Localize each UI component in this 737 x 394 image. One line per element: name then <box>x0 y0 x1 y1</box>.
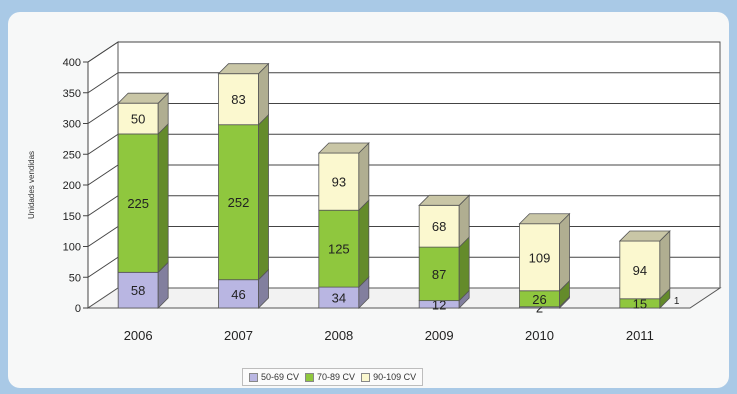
gridline-side <box>87 195 119 217</box>
gridline-side <box>87 256 119 278</box>
legend: 50-69 CV 70-89 CV 90-109 CV <box>242 368 424 386</box>
y-tick-label: 200 <box>63 180 81 192</box>
bar-side-2007-90-109 CV <box>258 62 269 126</box>
bar-side-2011-90-109 CV <box>659 229 671 300</box>
y-tick-label: 150 <box>63 211 81 223</box>
data-label-2010-90-109 CV: 109 <box>529 250 551 265</box>
bar-side-2008-70-89 CV <box>358 199 370 289</box>
data-label-2006-90-109 CV: 50 <box>131 112 145 127</box>
data-label-2010-50-69 CV: 2 <box>536 300 543 315</box>
bar-2007-70-89 CV <box>218 124 259 281</box>
x-tick-label: 2010 <box>525 328 554 343</box>
gridline-side <box>87 164 119 186</box>
bar-top-2011 <box>618 230 671 242</box>
gridline-side <box>87 72 119 94</box>
bar-2009-70-89 CV <box>418 246 460 302</box>
legend-item: 90-109 CV <box>361 372 416 382</box>
bar-top-2008 <box>317 142 370 154</box>
chart-panel: 0 50 100 150 200 250 300 350 400 Unidades vendida… <box>8 12 729 388</box>
bar-2009-90-109 CV <box>418 204 460 248</box>
gridline-side <box>87 133 119 155</box>
legend-swatch <box>249 372 258 382</box>
legend-swatch <box>361 372 371 382</box>
bar-2011-90-109 CV <box>619 240 661 300</box>
gridline-side <box>87 103 119 124</box>
legend-swatch <box>305 372 315 382</box>
bar-2007-50-69 CV <box>218 279 259 309</box>
extra-data-label: 1 <box>674 296 680 307</box>
legend-item: 50-69 CV <box>249 372 299 382</box>
data-label-2011-90-109 CV: 94 <box>633 263 647 278</box>
gridline-side <box>87 226 119 247</box>
data-label-2007-70-89 CV: 252 <box>228 195 250 210</box>
y-tick-label: 100 <box>63 242 81 254</box>
y-tick-label: 350 <box>63 88 81 100</box>
x-tick-label: 2006 <box>124 328 153 343</box>
data-label-2009-90-109 CV: 68 <box>432 219 446 234</box>
y-tick-label: 400 <box>63 57 81 69</box>
bar-2006-90-109 CV <box>117 102 159 135</box>
data-label-2007-90-109 CV: 83 <box>231 92 245 107</box>
data-label-2006-50-69 CV: 58 <box>131 283 145 298</box>
bar-2008-70-89 CV <box>318 209 360 288</box>
bar-top-2009 <box>418 194 471 206</box>
x-tick-label: 2011 <box>626 328 654 343</box>
bar-side-2008-90-109 CV <box>358 142 370 212</box>
legend-label: 50-69 CV <box>261 372 300 382</box>
bar-2008-90-109 CV <box>318 152 360 211</box>
legend-item: 70-89 CV <box>305 372 355 382</box>
data-label-2007-50-69 CV: 46 <box>231 287 245 302</box>
gridline-side <box>87 41 119 63</box>
data-label-2008-50-69 CV: 34 <box>332 291 346 306</box>
data-label-2008-70-89 CV: 125 <box>328 242 350 257</box>
data-label-2006-70-89 CV: 225 <box>127 196 149 211</box>
bar-top-2007 <box>217 63 270 75</box>
legend-label: 70-89 CV <box>317 372 356 382</box>
x-tick-label: 2007 <box>224 328 253 343</box>
bar-top-2006 <box>117 92 170 104</box>
legend-label: 90-109 CV <box>373 372 417 382</box>
x-tick-label: 2009 <box>425 328 454 343</box>
y-tick-label: 250 <box>63 149 81 161</box>
data-label-2009-50-69 CV: 12 <box>432 297 446 312</box>
y-tick-label: 50 <box>69 272 81 284</box>
bar-side-2007-70-89 CV <box>258 113 269 281</box>
data-label-2008-90-109 CV: 93 <box>332 175 346 190</box>
data-label-2011-70-89 CV: 15 <box>633 296 647 311</box>
data-label-2009-70-89 CV: 87 <box>432 267 446 282</box>
data-label-2010-70-89 CV: 26 <box>532 292 546 307</box>
bar-side-2009-70-89 CV <box>458 236 470 302</box>
x-tick-label: 2008 <box>324 328 353 343</box>
y-axis-label: Unidades vendidas <box>27 151 36 219</box>
y-tick-label: 300 <box>63 119 81 131</box>
y-tick-label: 0 <box>75 303 81 315</box>
bar-top-2010 <box>518 213 571 225</box>
bar-side-2006-70-89 CV <box>157 122 169 274</box>
bar-side-2010-90-109 CV <box>559 212 570 292</box>
